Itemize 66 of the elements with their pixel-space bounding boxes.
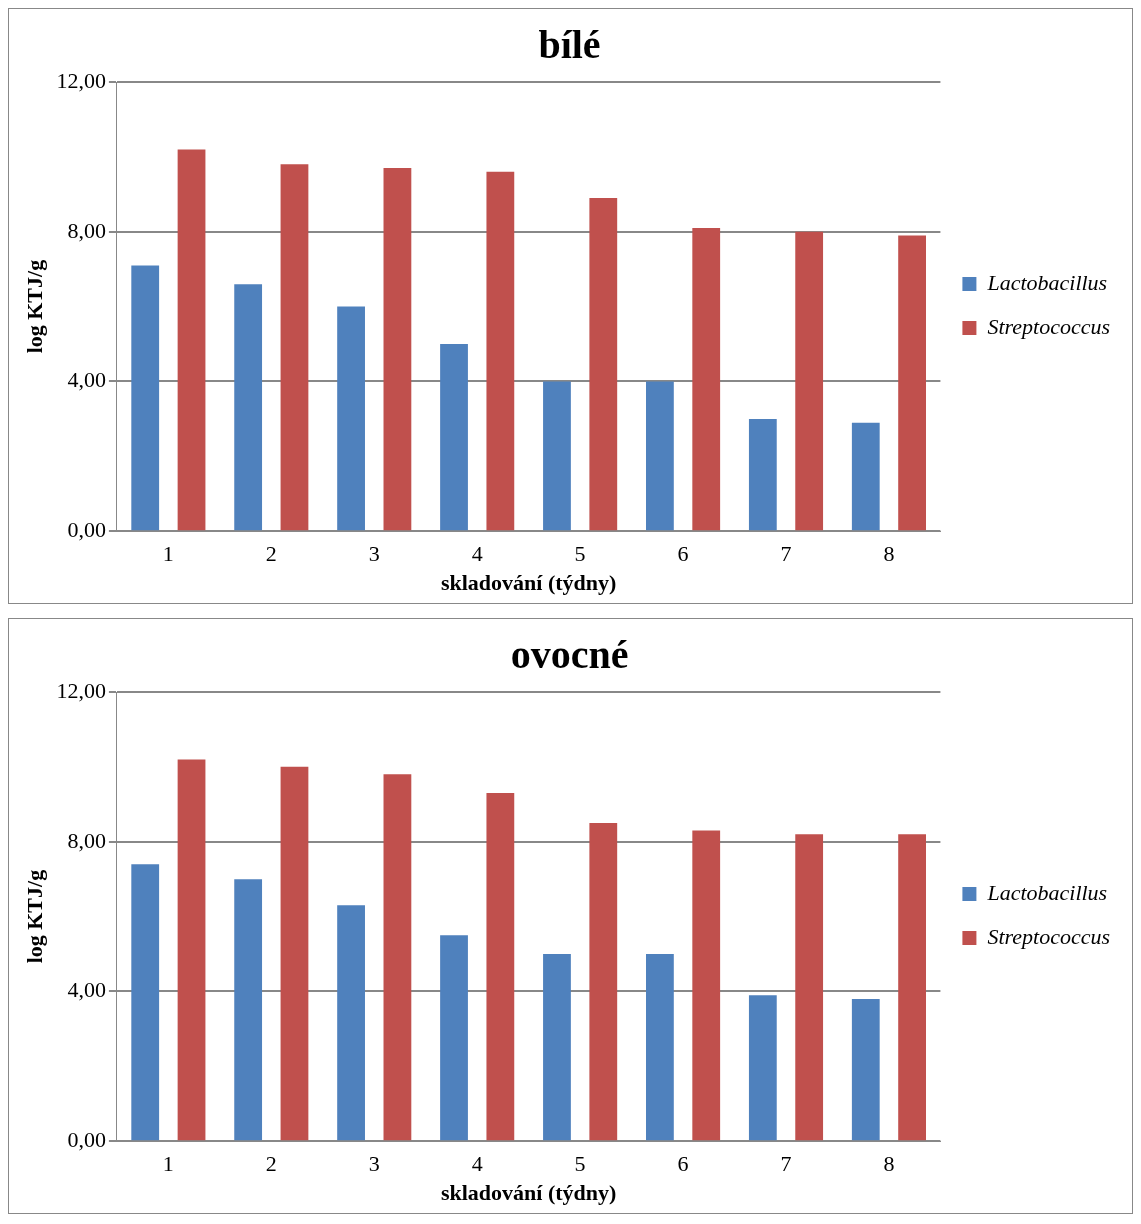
legend-label: Streptococcus: [987, 313, 1110, 339]
x-tick-label: 6: [677, 541, 689, 567]
y-tick-label: 4,00: [67, 977, 106, 1003]
bar: [337, 905, 365, 1141]
bar: [646, 381, 674, 531]
x-tick-label: 7: [780, 1151, 792, 1177]
bar: [440, 935, 468, 1141]
y-tick-label: 12,00: [56, 677, 106, 703]
bar: [543, 381, 571, 531]
x-tick-label: 2: [265, 1151, 277, 1177]
bar: [280, 766, 309, 1141]
legend-label: Lactobacillus: [986, 269, 1108, 295]
x-tick-label: 7: [780, 541, 792, 567]
bar: [795, 231, 824, 531]
legend-label: Streptococcus: [987, 923, 1110, 949]
y-tick-label: 4,00: [67, 367, 106, 393]
bar: [280, 164, 309, 531]
y-tick-label: 8,00: [67, 217, 106, 243]
bar: [692, 830, 721, 1141]
y-tick-label: 8,00: [67, 827, 106, 853]
y-axis-title: log KTJ/g: [21, 869, 47, 964]
bar: [131, 864, 160, 1141]
bar: [646, 954, 674, 1141]
bar: [692, 227, 721, 531]
x-tick-label: 5: [574, 541, 586, 567]
bar: [486, 171, 515, 531]
bar: [177, 149, 206, 531]
bar: [337, 306, 365, 531]
y-tick-label: 0,00: [67, 516, 106, 542]
bar: [440, 344, 468, 531]
x-axis-title: skladování (týdny): [440, 1180, 617, 1206]
bar: [383, 774, 412, 1141]
bar: [748, 418, 777, 531]
x-tick-label: 1: [162, 541, 174, 567]
chart-title: ovocné: [510, 632, 629, 678]
y-tick-label: 12,00: [56, 67, 106, 93]
bar: [851, 422, 880, 531]
chart-title: bílé: [538, 22, 601, 68]
x-axis-title: skladování (týdny): [440, 570, 617, 596]
bar: [543, 954, 571, 1141]
x-tick-label: 6: [677, 1151, 689, 1177]
bar: [131, 265, 160, 531]
x-tick-label: 2: [265, 541, 277, 567]
bar: [177, 759, 206, 1141]
bar: [589, 823, 618, 1141]
x-tick-label: 5: [574, 1151, 586, 1177]
bar: [589, 198, 618, 531]
bar: [898, 834, 926, 1141]
bar: [383, 168, 412, 531]
x-tick-label: 4: [471, 1151, 483, 1177]
bar: [795, 834, 824, 1141]
y-tick-label: 0,00: [67, 1126, 106, 1152]
x-tick-label: 8: [883, 541, 895, 567]
x-tick-label: 1: [162, 1151, 174, 1177]
legend-label: Lactobacillus: [986, 879, 1108, 905]
x-tick-label: 3: [368, 541, 380, 567]
x-tick-label: 3: [368, 1151, 380, 1177]
bar: [234, 879, 263, 1141]
bar: [851, 998, 880, 1141]
bar: [234, 284, 263, 531]
bar: [748, 995, 777, 1141]
y-axis-title: log KTJ/g: [21, 259, 47, 354]
x-tick-label: 8: [883, 1151, 895, 1177]
bar: [486, 793, 515, 1141]
bar: [898, 235, 926, 531]
x-tick-label: 4: [471, 541, 483, 567]
